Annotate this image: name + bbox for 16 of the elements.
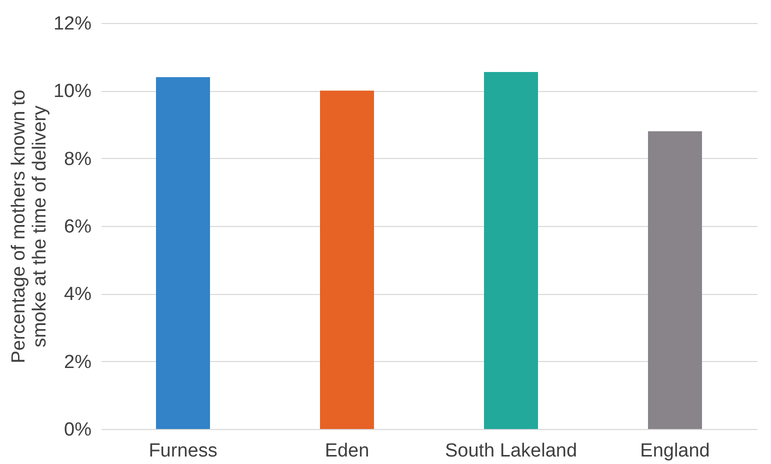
- x-tick-label: England: [640, 440, 710, 462]
- y-tick-label: 6%: [64, 216, 92, 238]
- bar: [156, 77, 210, 429]
- x-tick-label: Furness: [148, 440, 218, 462]
- y-axis-title: Percentage of mothers known to smoke at the time of delivery: [8, 90, 50, 364]
- y-tick-label: 4%: [64, 284, 92, 306]
- bar: [320, 90, 374, 429]
- y-tick-label: 10%: [53, 81, 92, 102]
- y-tick-label: 12%: [53, 14, 92, 34]
- y-tick-label: 0%: [64, 420, 92, 440]
- y-tick-label: 8%: [64, 148, 92, 170]
- x-tick-label: South Lakeland: [444, 440, 578, 462]
- y-tick-label: 2%: [64, 352, 92, 373]
- x-tick-label: Eden: [324, 440, 370, 462]
- bar: [648, 131, 702, 429]
- bar: [484, 72, 538, 429]
